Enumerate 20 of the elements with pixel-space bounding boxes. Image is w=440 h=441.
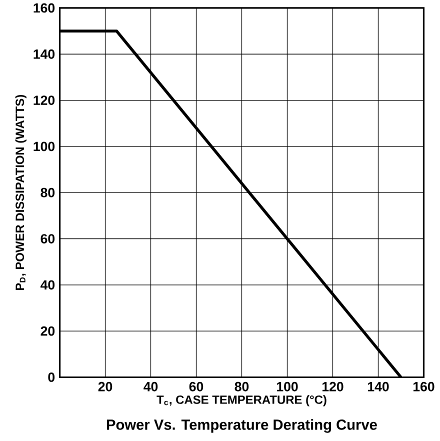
y-tick-label: 100 bbox=[34, 142, 55, 152]
x-tick-label: 40 bbox=[144, 382, 158, 392]
x-axis-title: T$_{c}$, CASE TEMPERATURE (°C) bbox=[156, 395, 327, 406]
y-tick-label: 20 bbox=[40, 326, 55, 336]
x-tick-label: 100 bbox=[277, 382, 298, 392]
x-tick-label: 60 bbox=[190, 382, 204, 392]
y-tick-label: 40 bbox=[40, 280, 55, 290]
y-tick-label: 140 bbox=[34, 49, 55, 59]
x-tick-label: 20 bbox=[98, 382, 112, 392]
y-axis-title: P$_{D}$, POWER DISSIPATION (WATTS) bbox=[15, 94, 27, 290]
y-tick-label: 0 bbox=[48, 372, 55, 382]
x-tick-label: 80 bbox=[234, 382, 249, 392]
x-tick-label: 160 bbox=[414, 382, 434, 392]
y-tick-label: 160 bbox=[34, 3, 55, 13]
y-tick-label: 60 bbox=[40, 234, 55, 244]
x-tick-label: 120 bbox=[322, 382, 344, 392]
y-tick-label: 80 bbox=[40, 188, 55, 198]
x-tick-label: 140 bbox=[368, 382, 389, 392]
text: Power Vs. Temperature Derating Curve bbox=[107, 419, 378, 433]
y-tick-label: 120 bbox=[34, 96, 55, 105]
